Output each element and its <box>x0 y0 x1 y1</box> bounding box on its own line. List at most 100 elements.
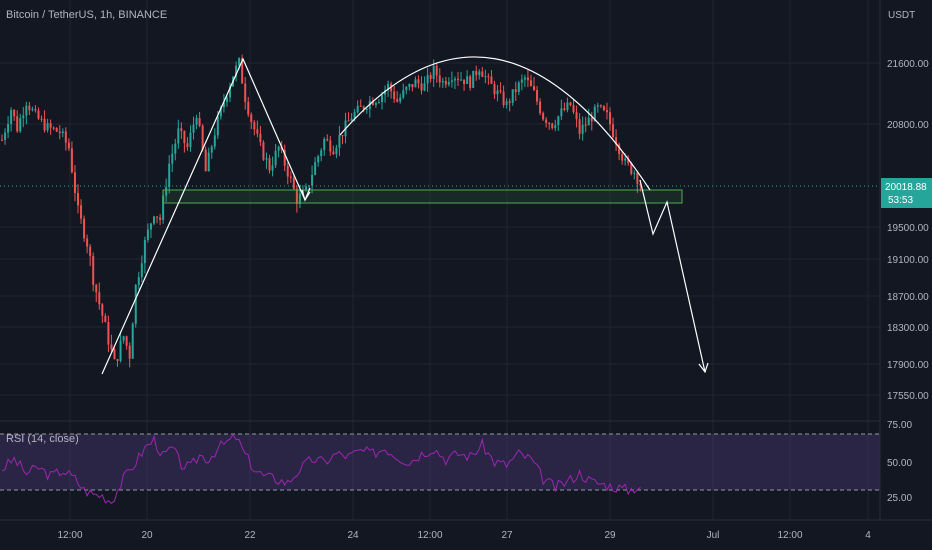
rsi-band-fill <box>0 434 880 490</box>
candle-body-180 <box>548 122 551 124</box>
candle-body-208 <box>633 172 636 174</box>
candle-body-135 <box>411 84 414 88</box>
current-price-label: 20018.88 <box>885 182 927 193</box>
candle-body-11 <box>34 109 37 111</box>
candle-body-171 <box>520 79 523 83</box>
candle-body-168 <box>511 89 514 103</box>
axes: USDT <box>0 0 932 521</box>
candle-body-165 <box>502 91 505 106</box>
candle-body-152 <box>463 79 466 84</box>
candle-body-45 <box>137 277 140 285</box>
candle-body-131 <box>399 97 402 102</box>
candle-body-136 <box>414 79 417 88</box>
candle-body-72 <box>219 107 222 117</box>
candle-body-194 <box>590 117 593 122</box>
candle-body-138 <box>420 83 423 91</box>
x-tick-label-0: 12:00 <box>57 530 82 541</box>
y-tick-label-1: 20800.00 <box>887 120 929 131</box>
candle-body-183 <box>557 116 560 126</box>
candle-body-156 <box>475 70 478 76</box>
candle-body-100 <box>305 186 307 190</box>
candle-body-103 <box>314 162 317 175</box>
candle-body-129 <box>393 91 396 100</box>
candle-body-34 <box>104 315 107 323</box>
candle-body-210 <box>639 183 642 186</box>
candle-body-104 <box>317 156 320 163</box>
candle-body-205 <box>624 158 627 161</box>
candle-body-145 <box>441 80 444 83</box>
candle-body-108 <box>329 140 332 152</box>
candle-body-5 <box>16 116 19 132</box>
candle-body-40 <box>122 336 125 341</box>
y-tick-label-2: 19500.00 <box>887 223 929 234</box>
candle-body-195 <box>593 106 596 122</box>
candle-body-120 <box>365 109 368 111</box>
candle-body-198 <box>602 106 605 111</box>
candle-body-175 <box>533 86 535 90</box>
candle-body-95 <box>289 176 292 178</box>
candle-body-28 <box>86 238 89 247</box>
candle-body-139 <box>423 83 426 91</box>
candle-body-147 <box>447 81 450 85</box>
candle-body-24 <box>73 172 76 194</box>
candle-body-137 <box>417 79 420 84</box>
candle-body-107 <box>326 138 329 141</box>
candle-body-209 <box>636 172 639 184</box>
candle-body-83 <box>253 122 256 130</box>
candle-body-167 <box>508 101 511 103</box>
candle-body-102 <box>311 174 314 186</box>
candle-body-203 <box>618 144 621 155</box>
candle-body-124 <box>377 102 380 104</box>
x-tick-label-3: 24 <box>347 530 359 541</box>
candle-body-118 <box>359 105 362 107</box>
candle-body-21 <box>64 131 67 143</box>
candle-body-172 <box>523 77 526 80</box>
candle-body-189 <box>575 112 578 120</box>
candle-body-60 <box>183 131 186 144</box>
candle-body-25 <box>77 193 79 206</box>
candle-body-41 <box>125 336 128 346</box>
candle-body-26 <box>80 205 83 219</box>
candle-body-69 <box>210 146 213 153</box>
candle-body-155 <box>472 70 475 88</box>
candle-body-86 <box>262 142 265 160</box>
candle-body-19 <box>58 131 61 134</box>
candle-body-132 <box>402 90 405 98</box>
rsi-line <box>1 433 641 504</box>
candle-body-33 <box>101 304 104 316</box>
candle-body-8 <box>25 105 28 116</box>
candle-body-80 <box>244 83 247 102</box>
candle-body-3 <box>10 109 13 125</box>
candle-body-93 <box>283 149 286 166</box>
candle-body-204 <box>621 154 624 161</box>
pattern-path <box>101 57 311 375</box>
candle-body-96 <box>292 177 295 189</box>
candle-body-190 <box>578 119 581 134</box>
candle-body-199 <box>605 110 608 113</box>
candle-body-47 <box>143 239 146 264</box>
candle-body-188 <box>572 105 575 113</box>
candle-body-6 <box>19 118 22 132</box>
x-tick-label-4: 12:00 <box>417 530 442 541</box>
candle-body-197 <box>599 105 602 107</box>
candle-body-27 <box>83 218 86 239</box>
rsi-series-line <box>1 433 641 504</box>
candle-body-127 <box>387 83 390 91</box>
candle-body-166 <box>505 101 508 106</box>
candle-body-44 <box>134 284 137 324</box>
candle-body-17 <box>52 127 55 129</box>
candle-body-94 <box>286 165 289 177</box>
candle-body-87 <box>265 158 268 160</box>
candle-body-140 <box>426 75 429 84</box>
candle-body-157 <box>478 71 481 76</box>
candle-body-200 <box>609 112 611 125</box>
candle-body-170 <box>517 82 520 92</box>
candle-body-1 <box>4 132 7 140</box>
candle-body-111 <box>338 135 341 148</box>
candle-body-16 <box>49 123 52 128</box>
candle-body-123 <box>374 102 377 105</box>
candle-body-68 <box>207 152 210 172</box>
y-tick-label-4: 18700.00 <box>887 292 929 303</box>
candle-body-38 <box>116 359 119 361</box>
